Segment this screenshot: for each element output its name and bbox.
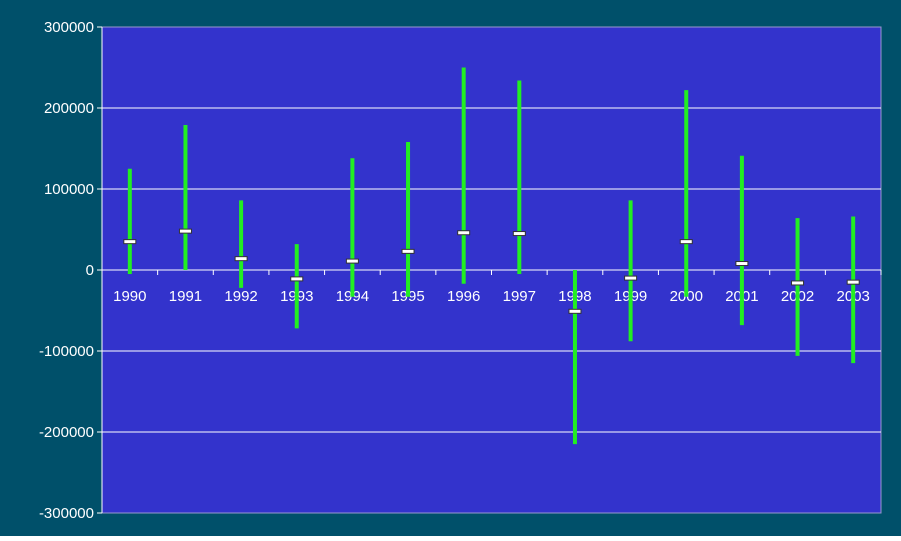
close-marker: [345, 258, 359, 264]
y-tick-label: 300000: [44, 19, 94, 36]
y-tick-label: 100000: [44, 181, 94, 198]
close-marker: [568, 308, 582, 314]
close-marker: [234, 256, 248, 262]
close-marker: [512, 231, 526, 237]
close-marker: [123, 239, 137, 245]
y-tick-label: 0: [86, 262, 94, 279]
y-tick-label: -100000: [39, 343, 94, 360]
y-tick-label: -300000: [39, 505, 94, 522]
close-marker: [846, 279, 860, 285]
high-low-series: [123, 67, 860, 445]
close-marker: [178, 228, 192, 234]
close-marker: [735, 261, 749, 267]
close-marker: [457, 230, 471, 236]
x-tick-label: 1990: [113, 288, 146, 305]
y-tick-label: 200000: [44, 100, 94, 117]
x-tick-label: 1992: [224, 288, 257, 305]
close-marker: [624, 275, 638, 281]
x-tick-label: 1991: [169, 288, 202, 305]
close-marker: [290, 276, 304, 282]
close-marker: [401, 248, 415, 254]
close-marker: [679, 239, 693, 245]
close-marker: [791, 280, 805, 286]
y-axis-tick-labels: 300000 200000 100000 0 -100000 -200000 -300000: [39, 19, 94, 522]
x-tick-label: 1997: [503, 288, 536, 305]
x-tick-label: 1996: [447, 288, 480, 305]
y-tick-label: -200000: [39, 424, 94, 441]
